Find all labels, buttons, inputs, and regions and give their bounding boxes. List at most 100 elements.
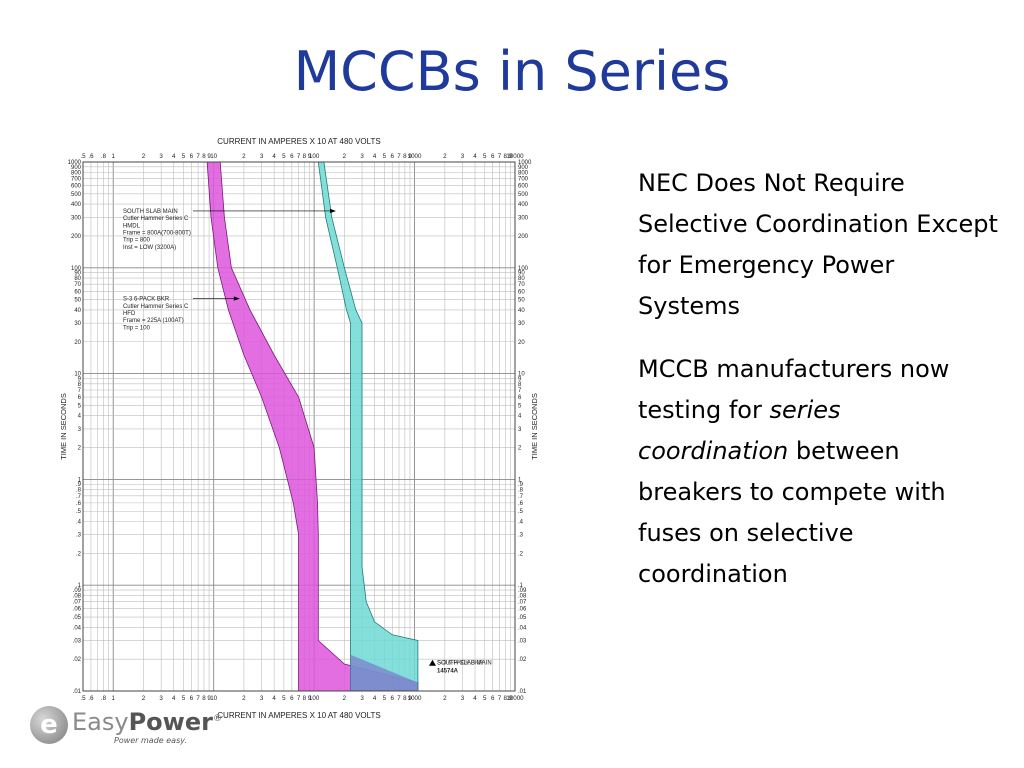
fault-label-name: SOUTH SLAB MAIN [437,661,492,667]
x-tick-label-bottom: .5 [80,695,86,702]
x-tick-label-top: 10 [210,153,217,160]
y-tick-label-left: 300 [71,215,82,221]
logo-circle-icon [30,706,68,744]
y-tick-label-right: 300 [518,215,529,221]
x-tick-label-top: 3 [260,153,264,160]
y-tick-label-right: .06 [518,607,527,613]
y-tick-label-left: 10 [74,372,81,378]
mccb-paragraph: MCCB manufacturers now testing for serie… [638,349,998,595]
fault-label-overprint: S-3 6-PACK BKR [437,661,484,667]
y-tick-label-right: 100 [518,266,529,272]
x-tick-label-bottom: 9 [408,695,412,702]
x-tick-label-bottom: 8 [504,695,508,702]
easypower-logo: e EasyPower® Power made easy. [30,704,222,750]
mccb-paragraph-part2: between breakers to compete with fuses o… [638,437,946,588]
y-tick-label-left: 9 [78,376,82,382]
x-tick-label-top: .5 [80,153,86,160]
x-tick-label-top: 8 [202,153,206,160]
x-tick-label-bottom: 7 [397,695,401,702]
y-tick-label-right: 600 [518,183,529,189]
x-tick-label-bottom: 4 [473,695,477,702]
series-coordination-emphasis: series coordination [638,396,841,465]
y-tick-label-right: .4 [518,520,524,526]
y-tick-label-left: 30 [74,321,81,327]
y-tick-label-right: .03 [518,639,527,645]
y-tick-label-left: .04 [73,625,82,631]
x-tick-label-bottom: 2 [142,695,146,702]
y-tick-label-left: 40 [74,308,81,314]
y-tick-label-left: 80 [74,276,81,282]
x-tick-label-bottom: 10000 [506,695,524,702]
y-tick-label-left: 700 [71,176,82,182]
x-tick-label-bottom: 5 [383,695,387,702]
x-tick-label-bottom: 2 [443,695,447,702]
y-tick-label-left: 90 [74,271,81,277]
y-tick-label-left: .01 [73,689,82,695]
y-tick-label-right: .6 [518,501,524,507]
y-tick-label-right: .01 [518,689,527,695]
y-tick-label-right: 700 [518,176,529,182]
x-tick-label-top: 6 [190,153,194,160]
device-label-line: HFD [123,311,136,317]
y-tick-label-left: 800 [71,170,82,176]
y-tick-label-left: .6 [76,501,82,507]
device-label-line: SOUTH SLAB MAIN [123,209,178,215]
x-tick-label-top: 4 [172,153,176,160]
x-tick-label-bottom: 4 [172,695,176,702]
x-tick-label-bottom: 7 [196,695,200,702]
y-tick-label-left: 100 [71,266,82,272]
y-tick-label-left: 1 [78,477,82,483]
x-tick-label-top: 7 [297,153,301,160]
logo-wordmark: EasyPower® [72,708,222,736]
y-tick-label-left: 8 [78,382,82,388]
y-tick-label-left: 900 [71,165,82,171]
x-tick-label-bottom: .8 [101,695,107,702]
y-tick-label-left: .07 [73,600,82,606]
y-tick-label-right: 10 [518,372,525,378]
slide-title: MCCBs in Series [293,40,731,103]
x-tick-label-top: 2 [443,153,447,160]
x-tick-label-bottom: 8 [303,695,307,702]
x-tick-label-top: 10000 [506,153,524,160]
x-tick-label-top: 9 [308,153,312,160]
x-tick-label-top: 3 [461,153,465,160]
tcc-band-1 [317,161,419,692]
y-tick-label-right: 1000 [518,160,532,166]
x-tick-label-top: .8 [101,153,107,160]
y-tick-label-right: 30 [518,321,525,327]
x-tick-label-bottom: 5 [483,695,487,702]
y-tick-label-right: 60 [518,289,525,295]
band-overlap [350,654,418,691]
y-tick-label-left: 600 [71,183,82,189]
y-tick-label-left: .08 [73,593,82,599]
y-tick-label-right: 70 [518,282,525,288]
y-tick-label-left: .4 [76,520,82,526]
x-tick-label-top: 4 [473,153,477,160]
x-tick-label-top: 4 [272,153,276,160]
y-tick-label-right: 7 [518,388,522,394]
x-tick-label-bottom: 6 [491,695,495,702]
y-tick-label-left: .09 [73,588,82,594]
x-tick-label-bottom: 2 [343,695,347,702]
y-tick-label-right: .5 [518,509,524,515]
y-tick-label-right: 5 [518,403,522,409]
y-tick-label-right: .3 [518,533,524,539]
y-tick-label-right: 80 [518,276,525,282]
device-label-line: Frame = 800A(700-800T) [123,231,191,237]
y-tick-label-left: 200 [71,234,82,240]
y-axis-title-right: TIME IN SECONDS [530,393,539,460]
y-tick-label-right: 900 [518,165,529,171]
x-tick-label-bottom: 3 [260,695,264,702]
y-tick-label-left: 500 [71,192,82,198]
x-tick-label-top: 100 [309,153,320,160]
y-tick-label-right: .08 [518,593,527,599]
logo-tagline: Power made easy. [114,736,187,745]
x-tick-label-bottom: 1 [112,695,116,702]
y-tick-label-left: 3 [78,427,82,433]
device-label-line: Frame = 225A (100AT) [123,318,184,324]
device-arrow-head [329,208,336,214]
y-tick-label-right: .05 [518,615,527,621]
x-tick-label-top: 9 [408,153,412,160]
device-arrow-head [233,296,240,301]
